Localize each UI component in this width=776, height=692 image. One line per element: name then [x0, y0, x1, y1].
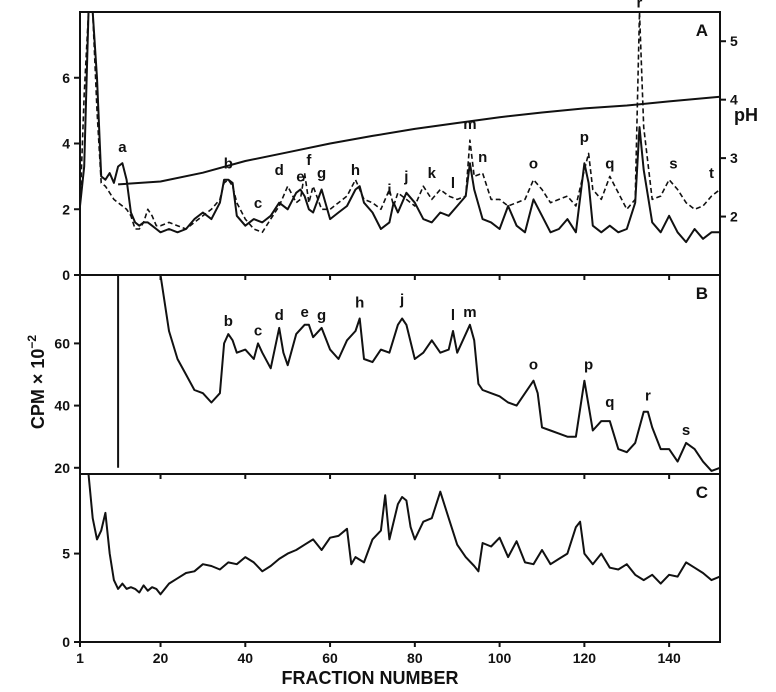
x-tick-label: 120: [573, 650, 597, 666]
y-axis-exponent: −2: [25, 335, 39, 349]
peak-label-b: b: [224, 313, 233, 330]
peak-label-m: m: [463, 304, 476, 321]
y2-tick-label: 2: [730, 209, 738, 225]
series-line-solid: [80, 12, 720, 244]
x-tick-label: 60: [322, 650, 338, 666]
peak-label-m: m: [463, 116, 476, 133]
y-tick-label: 0: [62, 267, 70, 283]
y2-tick-label: 4: [730, 92, 738, 108]
peak-label-j: j: [403, 169, 408, 186]
peak-label-p: p: [584, 357, 593, 374]
peak-label-s: s: [682, 422, 690, 439]
peak-label-r: r: [645, 388, 651, 405]
x-tick-label: 80: [407, 650, 423, 666]
peak-label-c: c: [254, 322, 262, 339]
panel-b: 20 40 60 b cd e g h j l m o p q r s B: [54, 274, 721, 479]
x-tick-label: 1: [76, 650, 84, 666]
y2-axis-title: pH: [734, 105, 758, 125]
peak-label-b: b: [224, 155, 233, 172]
peak-label-j: j: [399, 291, 404, 308]
y-tick-label: 4: [62, 136, 70, 152]
peak-label-e: e: [296, 169, 304, 186]
panel-frame: [79, 473, 721, 643]
y-tick-label: 5: [62, 546, 70, 562]
peak-label-h: h: [355, 294, 364, 311]
peak-label-h: h: [351, 162, 360, 179]
series-line-dashed: [80, 12, 720, 234]
peak-label-q: q: [605, 394, 614, 411]
peak-label-d: d: [275, 162, 284, 179]
panel-a: 0 2 4 6 2 3 4 5 pH a b cd efg h ij kl mn o pq r s t A: [62, 0, 758, 283]
peak-label-g: g: [317, 307, 326, 324]
panel-letter: C: [696, 483, 708, 502]
y2-tick-label: 5: [730, 33, 738, 49]
svg-text:CPM × 10−2: CPM × 10−2: [25, 335, 48, 430]
peak-label-o: o: [529, 155, 538, 172]
peak-label-r: r: [637, 0, 643, 11]
y-tick-label: 40: [54, 398, 70, 414]
peak-label-s: s: [669, 155, 677, 172]
panel-letter: A: [696, 21, 708, 40]
peak-label-t: t: [709, 165, 714, 182]
series-line-solid: [117, 275, 720, 472]
x-tick-label: 20: [153, 650, 169, 666]
x-tick-label: 140: [657, 650, 681, 666]
panel-letter: B: [696, 284, 708, 303]
series-line-ph: [118, 95, 720, 186]
y-tick-label: 2: [62, 201, 70, 217]
y-tick-label: 6: [62, 70, 70, 86]
peak-label-l: l: [451, 175, 455, 192]
x-tick-label: 40: [238, 650, 254, 666]
y-tick-label: 60: [54, 335, 70, 351]
y-tick-label: 0: [62, 634, 70, 650]
peak-label-l: l: [451, 307, 455, 324]
peak-label-n: n: [478, 149, 487, 166]
peak-label-g: g: [317, 165, 326, 182]
y-tick-label: 20: [54, 460, 70, 476]
panel-frame: [79, 11, 721, 276]
x-tick-label: 100: [488, 650, 512, 666]
peak-label-f: f: [306, 152, 312, 169]
y-axis-title: CPM × 10: [28, 349, 48, 430]
peak-label-d: d: [275, 307, 284, 324]
peak-label-q: q: [605, 155, 614, 172]
peak-label-p: p: [580, 129, 589, 146]
peak-label-o: o: [529, 357, 538, 374]
y2-tick-label: 3: [730, 150, 738, 166]
peak-label-k: k: [428, 165, 437, 182]
peak-label-i: i: [387, 182, 391, 199]
peak-label-e: e: [300, 304, 308, 321]
y-axis-title-group: CPM × 10−2: [25, 335, 48, 430]
peak-label-a: a: [118, 139, 127, 156]
x-axis-title: FRACTION NUMBER: [282, 668, 459, 688]
series-line-solid: [87, 474, 720, 596]
peak-label-c: c: [254, 195, 262, 212]
